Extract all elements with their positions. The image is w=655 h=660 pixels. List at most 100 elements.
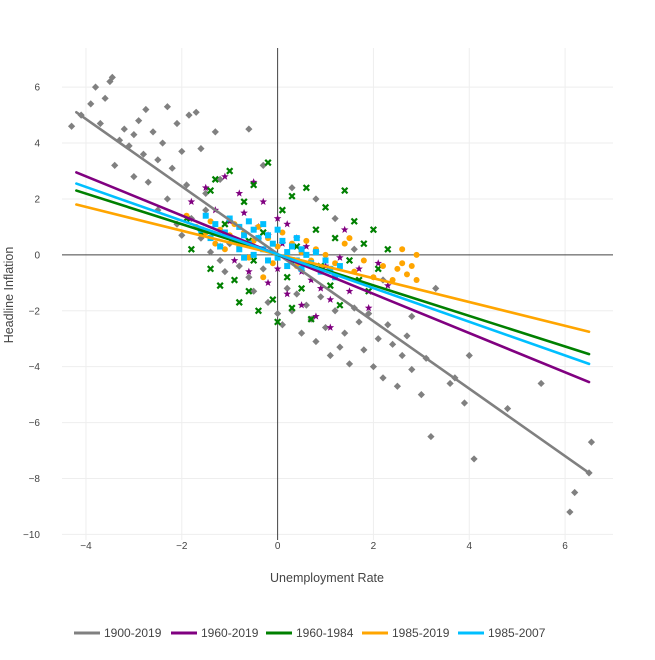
data-point-diamond: [302, 301, 310, 309]
data-point-diamond: [202, 206, 210, 214]
data-point-x: [326, 282, 334, 290]
data-point-diamond: [139, 150, 148, 158]
data-point-diamond: [192, 108, 200, 116]
data-point-square: [312, 249, 319, 256]
data-point-square: [217, 243, 224, 250]
y-tick-label: −2: [29, 306, 41, 317]
data-point-diamond: [235, 262, 243, 270]
data-point-circle: [413, 277, 420, 284]
tick-labels-layer: −4 −2 0 2 4 6 −10 −8 −6 −4 −2 0 2 4 6: [23, 83, 568, 552]
data-point-square: [279, 237, 286, 244]
data-point-diamond: [259, 265, 267, 273]
data-point-diamond: [96, 119, 104, 128]
data-point-diamond: [163, 195, 172, 203]
legend-label-1900-2019: 1900-2019: [104, 626, 162, 640]
data-point-star: [221, 172, 229, 180]
y-tick-label: 2: [34, 194, 40, 205]
data-point-star: [201, 183, 210, 192]
data-point-diamond: [389, 340, 397, 348]
data-point-star: [240, 208, 248, 217]
data-point-square: [250, 226, 257, 233]
data-point-star: [340, 225, 349, 233]
data-point-x: [345, 256, 354, 265]
data-point-diamond: [101, 94, 109, 102]
data-point-circle: [260, 274, 267, 281]
data-point-diamond: [106, 77, 114, 86]
data-point-diamond: [149, 128, 157, 136]
data-point-square: [322, 257, 329, 264]
data-point-x: [235, 298, 243, 306]
y-tick-label: 6: [34, 83, 40, 94]
data-point-square: [284, 263, 291, 270]
data-point-x: [221, 220, 229, 228]
data-point-diamond: [288, 184, 296, 192]
data-point-diamond: [293, 290, 301, 298]
data-point-circle: [212, 240, 219, 247]
data-point-diamond: [312, 195, 320, 203]
data-point-square: [274, 226, 281, 233]
data-point-diamond: [360, 346, 368, 354]
data-point-diamond: [393, 382, 401, 390]
y-axis-title: Headline Inflation: [2, 247, 16, 344]
data-point-x: [206, 265, 215, 273]
zero-axis-layer: [62, 48, 613, 540]
data-point-diamond: [202, 189, 210, 197]
data-point-diamond: [245, 273, 253, 281]
data-point-diamond: [264, 298, 272, 306]
data-point-square: [212, 221, 219, 228]
data-point-diamond: [432, 284, 440, 293]
data-point-star: [187, 197, 196, 205]
data-point-star: [326, 295, 335, 303]
data-point-diamond: [537, 379, 545, 388]
x-tick-label: 4: [466, 541, 472, 552]
data-point-diamond: [185, 111, 193, 119]
data-point-diamond: [317, 293, 325, 301]
data-point-diamond: [274, 309, 282, 318]
data-point-diamond: [341, 329, 349, 337]
data-point-diamond: [331, 214, 339, 223]
data-point-square: [255, 235, 262, 242]
data-point-diamond: [91, 83, 100, 91]
data-point-star: [336, 253, 344, 261]
data-point-diamond: [168, 164, 176, 172]
data-point-circle: [399, 260, 406, 267]
data-point-circle: [303, 237, 310, 244]
data-point-square: [303, 251, 310, 258]
data-point-circle: [207, 218, 214, 225]
data-point-circle: [413, 251, 420, 258]
data-point-x: [245, 287, 253, 295]
data-point-x: [206, 186, 215, 195]
y-tick-label: 4: [34, 139, 40, 150]
fit-line-1960-2019: [75, 171, 591, 384]
data-point-x: [312, 226, 320, 234]
data-point-circle: [408, 263, 415, 270]
data-point-star: [312, 312, 320, 320]
data-point-diamond: [374, 335, 382, 343]
data-point-diamond: [336, 343, 344, 351]
data-point-square: [336, 263, 343, 270]
data-point-circle: [269, 260, 276, 267]
data-point-x: [384, 245, 392, 253]
points-layer: [67, 73, 596, 516]
data-point-circle: [394, 265, 401, 272]
data-point-diamond: [355, 318, 363, 326]
data-point-square: [293, 235, 300, 242]
data-point-square: [241, 254, 248, 261]
y-tick-label: 0: [34, 250, 40, 261]
data-point-x: [254, 307, 263, 315]
data-point-star: [230, 256, 239, 264]
data-point-x: [374, 265, 382, 273]
data-point-x: [288, 192, 296, 200]
data-point-circle: [255, 223, 262, 230]
data-point-x: [274, 318, 282, 326]
data-point-x: [350, 217, 358, 225]
data-point-star: [283, 220, 291, 228]
data-point-diamond: [206, 248, 215, 256]
data-point-diamond: [369, 363, 378, 371]
data-point-x: [283, 273, 291, 281]
y-tick-label: −8: [29, 474, 41, 485]
data-point-diamond: [159, 139, 167, 147]
data-point-square: [260, 221, 267, 228]
data-point-diamond: [115, 136, 124, 144]
data-point-star: [364, 303, 373, 312]
